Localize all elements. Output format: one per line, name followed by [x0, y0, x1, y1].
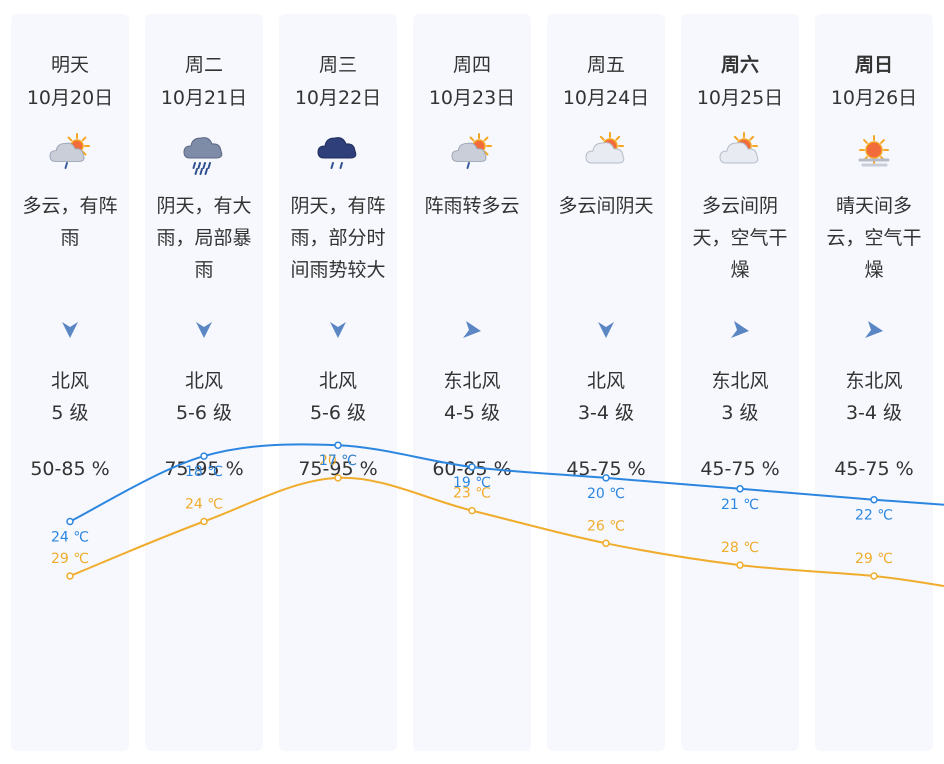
date-label: 10月21日 [160, 87, 248, 109]
weekday-label: 周四 [452, 54, 491, 76]
weather-description: 多云，有阵雨 [15, 190, 125, 254]
wind-level: 3 级 [721, 402, 759, 424]
weekday-label: 周二 [184, 54, 223, 76]
date-label: 10月20日 [26, 87, 114, 109]
sun-haze-icon [858, 135, 890, 167]
weather-desc-line: 阵雨转多云 [424, 195, 520, 217]
weather-desc-line: 天，空气干 [692, 227, 788, 249]
forecast-day-card[interactable]: 周二 10月21日 阴天，有大雨，局部暴雨 北风 5-6 级 75-95 % [145, 14, 263, 751]
weather-desc-line: 燥 [864, 259, 884, 281]
wind-arrow-north-icon [62, 322, 78, 338]
wind-level: 4-5 级 [443, 402, 501, 424]
forecast-day-card[interactable]: 周三 10月22日 阴天，有阵雨，部分时间雨势较大 北风 5-6 级 75-95… [279, 14, 397, 751]
weather-description: 多云间阴天 [551, 190, 661, 222]
weather-desc-line: 间雨势较大 [290, 259, 386, 281]
wind-direction: 东北风 [845, 370, 903, 392]
forecast-day-card[interactable]: 周六 10月25日 多云间阴天，空气干燥 东北风 3 级 45-75 % [681, 14, 799, 751]
weather-desc-line: 云，空气干 [826, 227, 922, 249]
weather-desc-line: 多云间阴天 [558, 195, 654, 217]
weekday-label: 周五 [586, 54, 625, 76]
weekday-label: 周三 [318, 54, 357, 76]
humidity: 45-75 % [566, 458, 646, 480]
wind-level: 5 级 [51, 402, 89, 424]
weather-desc-line: 多云，有阵 [22, 195, 118, 217]
weekday-label: 周日 [854, 54, 893, 76]
wind-arrow-northeast-icon [463, 321, 481, 338]
humidity: 45-75 % [834, 458, 914, 480]
weather-desc-line: 燥 [730, 259, 750, 281]
wind-arrow-northeast-icon [731, 321, 749, 338]
forecast-day-card[interactable]: 周四 10月23日 阵雨转多云 东北风 4-5 级 60-85 % [413, 14, 531, 751]
wind-direction: 北风 [184, 370, 223, 392]
weather-description: 阴天，有阵雨，部分时间雨势较大 [283, 190, 393, 286]
weather-description: 阴天，有大雨，局部暴雨 [149, 190, 259, 286]
weather-desc-line: 阴天，有阵 [290, 195, 386, 217]
wind-level: 3-4 级 [577, 402, 635, 424]
weather-desc-line: 雨 [194, 259, 214, 281]
wind-direction: 北风 [50, 370, 89, 392]
wind-direction: 北风 [318, 370, 357, 392]
wind-arrow-north-icon [330, 322, 346, 338]
weather-desc-line: 雨，部分时 [290, 227, 386, 249]
weather-description: 阵雨转多云 [417, 190, 527, 222]
date-label: 10月26日 [830, 87, 918, 109]
date-label: 10月24日 [562, 87, 650, 109]
weekday-label: 明天 [50, 54, 89, 76]
wind-level: 5-6 级 [175, 402, 233, 424]
wind-arrow-northeast-icon [865, 321, 883, 338]
humidity: 45-75 % [700, 458, 780, 480]
dark-cloud-rain-icon [317, 137, 357, 169]
humidity: 75-95 % [164, 458, 244, 480]
humidity: 60-85 % [432, 458, 512, 480]
date-label: 10月25日 [696, 87, 784, 109]
weekday-label: 周六 [720, 54, 759, 76]
humidity: 50-85 % [30, 458, 110, 480]
wind-level: 3-4 级 [845, 402, 903, 424]
partly-cloudy-icon [585, 132, 625, 164]
weather-desc-line: 阴天，有大 [156, 195, 252, 217]
forecast-day-card[interactable]: 周日 10月26日 晴天间多云，空气干燥 东北风 3-4 级 45-75 % [815, 14, 933, 751]
weather-desc-line: 晴天间多 [835, 195, 912, 217]
partly-cloudy-icon [719, 132, 759, 164]
weather-description: 晴天间多云，空气干燥 [819, 190, 929, 286]
cloud-sun-rain-icon [49, 133, 90, 169]
weather-description: 多云间阴天，空气干燥 [685, 190, 795, 286]
forecast-day-card[interactable]: 周五 10月24日 多云间阴天 北风 3-4 级 45-75 % [547, 14, 665, 751]
wind-arrow-north-icon [196, 322, 212, 338]
humidity: 75-95 % [298, 458, 378, 480]
weather-desc-line: 多云间阴 [701, 195, 778, 217]
weather-desc-line: 雨，局部暴 [156, 227, 252, 249]
wind-arrow-north-icon [598, 322, 614, 338]
heavy-rain-icon [183, 137, 223, 175]
wind-direction: 北风 [586, 370, 625, 392]
cloud-sun-rain-icon [451, 133, 492, 169]
date-label: 10月23日 [428, 87, 516, 109]
weather-desc-line: 雨 [60, 227, 80, 249]
wind-direction: 东北风 [711, 370, 769, 392]
wind-direction: 东北风 [443, 370, 501, 392]
forecast-day-card[interactable]: 明天 10月20日 多云，有阵雨 北风 5 级 50-85 % [11, 14, 129, 751]
date-label: 10月22日 [294, 87, 382, 109]
wind-level: 5-6 级 [309, 402, 367, 424]
